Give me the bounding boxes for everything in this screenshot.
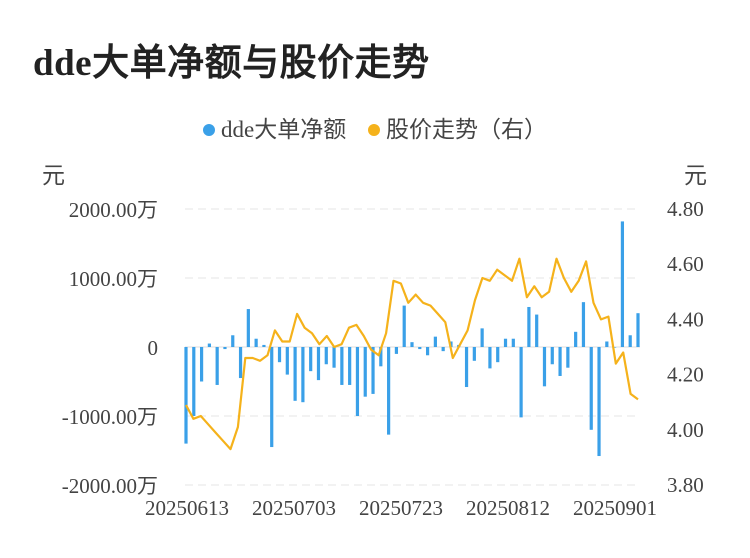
y-right-tick-label: 4.20 [667, 363, 704, 387]
dde-bar [589, 347, 593, 430]
x-tick-label: 20250812 [466, 496, 550, 520]
dde-bar [620, 221, 625, 347]
y-right-tick-label: 3.80 [667, 473, 704, 497]
dde-bar [215, 347, 219, 385]
dde-bar [363, 347, 367, 397]
dde-bar [379, 347, 383, 367]
dde-bar [231, 335, 235, 347]
dde-bar [348, 347, 352, 385]
dde-bar [277, 347, 282, 363]
dde-bar [441, 347, 445, 352]
dde-bar [246, 309, 250, 347]
y-right-tick-label: 4.00 [667, 418, 704, 442]
page-title: dde大单净额与股价走势 [33, 43, 430, 84]
dde-bar [340, 347, 344, 385]
dde-bar [558, 347, 562, 376]
y-left-tick-label: 2000.00万 [69, 198, 158, 222]
dde-bar [628, 335, 632, 347]
dde-bar [503, 338, 508, 347]
dde-bar [550, 347, 554, 365]
dde-bar [433, 336, 437, 347]
dde-bar [254, 338, 258, 347]
x-tick-label: 20250613 [145, 496, 229, 520]
dde-bar [324, 347, 328, 365]
dde-bar [542, 347, 547, 387]
x-tick-label: 20250703 [252, 496, 336, 520]
y-right-tick-label: 4.80 [667, 197, 704, 221]
legend-dot-price [367, 124, 380, 136]
dde-bar [472, 347, 476, 361]
dde-bar [199, 347, 204, 382]
dde-bar [464, 347, 469, 388]
legend-item-dde[interactable]: dde大单净额 [203, 110, 346, 144]
dde-bar [223, 347, 227, 350]
y-left-tick-label: -1000.00万 [62, 405, 158, 429]
chart-legend: dde大单净额 股价走势（右） [0, 110, 750, 144]
dde-bar [488, 347, 492, 369]
dde-bar [394, 347, 399, 354]
dde-bars [184, 221, 640, 457]
dde-bar [597, 347, 601, 457]
legend-item-price[interactable]: 股价走势（右） [367, 110, 547, 144]
dde-bar [605, 341, 609, 347]
dde-bar [418, 347, 422, 350]
dde-bar [316, 347, 321, 381]
dde-bar [535, 314, 539, 347]
right-axis-unit: 元 [684, 163, 707, 188]
dde-bar [574, 331, 578, 347]
price-line [185, 257, 639, 451]
legend-label-price: 股价走势（右） [385, 117, 547, 142]
dde-bar [270, 347, 274, 448]
x-tick-label: 20250723 [359, 496, 443, 520]
dde-bar [402, 305, 406, 347]
dde-bar [332, 347, 336, 368]
dde-bar [184, 347, 188, 444]
dde-bar [238, 347, 243, 379]
legend-label-dde: dde大单净额 [221, 117, 347, 142]
y-right-tick-label: 4.40 [667, 307, 704, 331]
dde-bar [511, 338, 515, 347]
dde-bar [425, 347, 430, 356]
left-axis-unit: 元 [42, 163, 65, 188]
dde-bar [355, 347, 360, 416]
dde-bar [262, 344, 266, 347]
dde-bar [309, 347, 313, 372]
dde-bar [371, 347, 375, 394]
y-left-tick-label: 0 [148, 336, 159, 360]
dde-bar [636, 313, 640, 347]
y-left-tick-label: 1000.00万 [69, 267, 158, 291]
y-right-tick-label: 4.60 [667, 252, 704, 276]
dde-bar [527, 306, 531, 347]
dde-bar [387, 347, 391, 435]
dde-bar [293, 347, 297, 401]
dde-bar [285, 347, 289, 375]
dde-bar [519, 347, 523, 418]
dde-bar [496, 347, 500, 363]
dde-bar [566, 347, 570, 368]
dde-bar [480, 328, 484, 347]
dde-bar [192, 347, 196, 416]
dde-bar [207, 343, 211, 347]
x-tick-label: 20250901 [573, 496, 657, 520]
dde-bar [301, 347, 305, 403]
dde-bar [410, 342, 414, 347]
legend-dot-dde [203, 124, 216, 136]
dde-bar [613, 347, 617, 348]
y-left-tick-label: -2000.00万 [62, 474, 158, 498]
dde-bar [581, 302, 586, 347]
